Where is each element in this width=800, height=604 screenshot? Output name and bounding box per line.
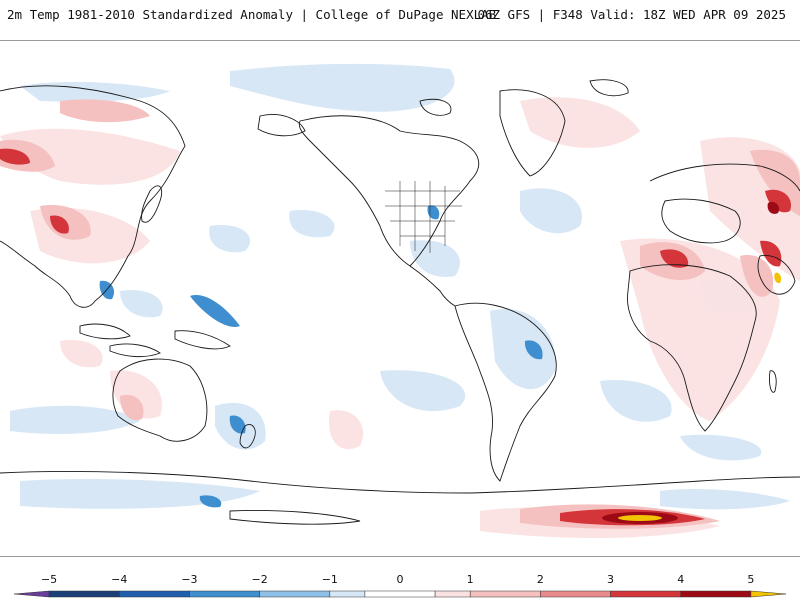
colorbar-segment: [48, 590, 120, 598]
colorbar-segment: [13, 590, 50, 598]
colorbar-tick-label: 2: [537, 573, 544, 586]
warm-extreme-layer: [602, 201, 782, 524]
map-title: 2m Temp 1981-2010 Standardized Anomaly |…: [7, 7, 497, 22]
colorbar-segment: [610, 590, 681, 598]
colorbar-segment: [189, 590, 260, 598]
colorbar-segment: [434, 590, 471, 598]
cold-strong-layer: [99, 205, 543, 508]
colorbar-tick-label: 1: [467, 573, 474, 586]
colorbar-tick-label: −1: [322, 573, 338, 586]
colorbar-segment: [540, 590, 611, 598]
colorbar-segment: [119, 590, 190, 598]
anomaly-map: [0, 40, 800, 557]
us-state-borders: [385, 181, 462, 253]
colorbar-segment: [469, 590, 541, 598]
coastlines: [0, 79, 800, 525]
model-run-info: 06Z GFS | F348 Valid: 18Z WED APR 09 202…: [477, 7, 786, 22]
colorbar-segment: [259, 590, 331, 598]
colorbar-tick-label: −5: [41, 573, 57, 586]
colorbar-svg: −5 −4 −3 −2 −1 0 1 2 3 4 5: [13, 573, 787, 598]
colorbar-tick-label: −4: [111, 573, 127, 586]
colorbar-tick-label: −2: [252, 573, 268, 586]
colorbar: −5 −4 −3 −2 −1 0 1 2 3 4 5: [0, 558, 800, 600]
colorbar-tick-label: 5: [747, 573, 754, 586]
header: 2m Temp 1981-2010 Standardized Anomaly |…: [0, 0, 800, 40]
colorbar-tick-label: −3: [181, 573, 197, 586]
colorbar-segment: [329, 590, 366, 598]
colorbar-tick-label: 3: [607, 573, 614, 586]
colorbar-segment: [750, 590, 787, 598]
colorbar-tick-label: 0: [397, 573, 404, 586]
colorbar-segment: [680, 590, 752, 598]
colorbar-tick-label: 4: [677, 573, 684, 586]
map-svg: [0, 63, 800, 538]
colorbar-segment: [364, 590, 436, 598]
